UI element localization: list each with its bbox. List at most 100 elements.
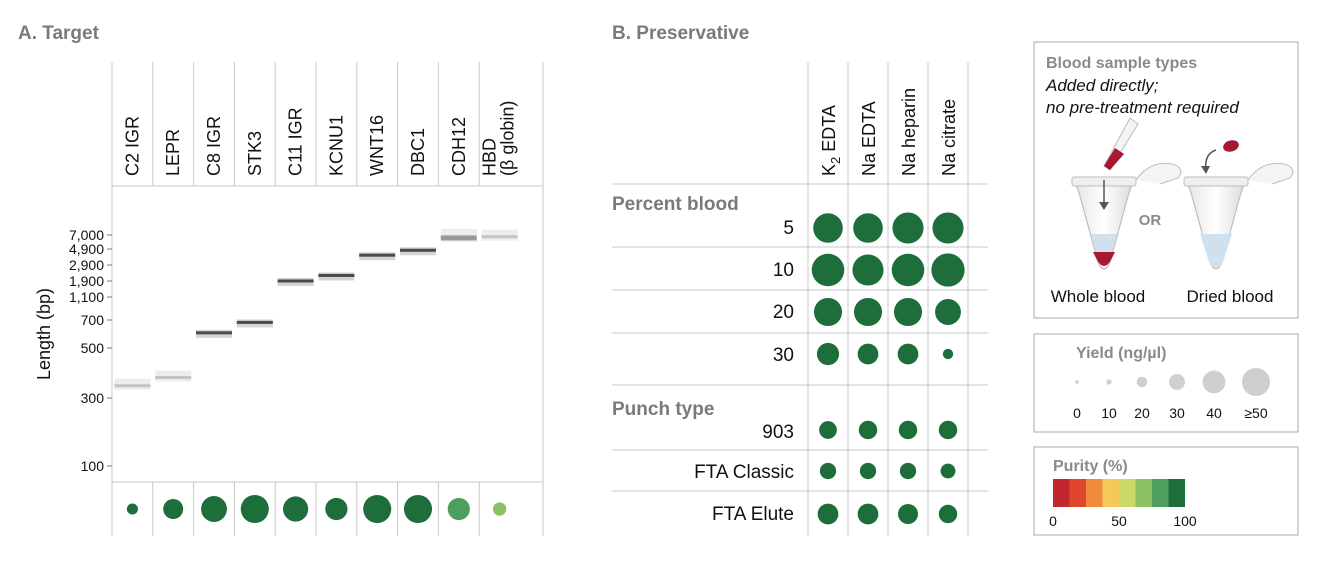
preservative-yield-dot — [938, 420, 958, 440]
row-label: 5 — [783, 218, 794, 239]
column-label: Na heparin — [899, 88, 919, 176]
yield-legend-dot — [1241, 367, 1271, 397]
target-yield-dot — [403, 494, 433, 524]
lane-label: CDH12 — [449, 117, 469, 176]
target-yield-dot — [126, 503, 138, 515]
preservative-yield-dot — [891, 253, 925, 287]
yield-legend: Yield (ng/µl) 0 10 20 30 40 ≥50 — [1033, 333, 1299, 433]
target-yield-dot — [447, 497, 470, 521]
gel-band — [400, 248, 436, 252]
y-tick-label: 300 — [81, 390, 105, 406]
panel-a-title: A. Target — [18, 23, 100, 44]
y-tick-label: 700 — [81, 312, 105, 328]
preservative-yield-dot — [898, 504, 918, 524]
percent-blood-row-labels: 5 10 20 30 — [773, 218, 794, 366]
gel-band — [277, 279, 314, 283]
preservative-yield-dot — [857, 343, 879, 365]
y-tick-label: 2,900 — [69, 257, 104, 273]
or-text: OR — [1139, 212, 1162, 229]
sample-box-subtitle-1: Added directly; — [1045, 76, 1159, 95]
column-label: Na EDTA — [859, 101, 879, 176]
lane-label: (β globin) — [498, 101, 518, 176]
y-tick-label: 1,100 — [69, 289, 104, 305]
row-label: 30 — [773, 345, 794, 366]
gel-band — [196, 331, 232, 335]
y-axis-label: Length (bp) — [34, 288, 54, 380]
target-yield-dot — [492, 502, 507, 516]
preservative-yield-dot — [897, 343, 919, 365]
column-label: K2 EDTA — [819, 105, 843, 176]
preservative-yield-dot — [893, 297, 923, 327]
purity-swatch — [1086, 479, 1103, 507]
preservative-yield-dot — [935, 299, 961, 325]
gel-band — [318, 273, 355, 277]
purity-swatch — [1152, 479, 1169, 507]
preservative-yield-dot — [813, 297, 843, 327]
lane-label: LEPR — [163, 129, 183, 176]
preservative-yield-dot — [819, 462, 837, 480]
preservative-yield-dots — [811, 212, 965, 525]
lane-label: KCNU1 — [326, 115, 346, 176]
target-yield-dot — [201, 496, 227, 522]
preservative-yield-dot — [858, 420, 878, 440]
preservative-yield-dot — [932, 212, 964, 244]
preservative-yield-dot — [811, 253, 845, 287]
lane-label: STK3 — [245, 131, 265, 176]
panel-b-title: B. Preservative — [612, 23, 749, 44]
preservative-yield-dot — [931, 253, 965, 287]
target-yield-dot — [363, 494, 392, 524]
lane-label: C11 IGR — [286, 107, 306, 176]
yield-legend-dot — [1169, 374, 1185, 390]
preservative-yield-dot — [859, 462, 877, 480]
preservative-yield-dot — [892, 212, 924, 244]
preservative-column-labels: K2 EDTA Na EDTA Na heparin Na citrate — [819, 88, 959, 176]
target-yield-dot — [283, 496, 309, 522]
preservative-yield-dot — [853, 297, 883, 327]
gel-band — [481, 235, 518, 239]
purity-swatch — [1069, 479, 1086, 507]
sample-box-title: Blood sample types — [1046, 55, 1197, 72]
target-yield-dot — [325, 497, 348, 521]
preservative-yield-dot — [816, 342, 840, 366]
lane-label: WNT16 — [367, 115, 387, 176]
punch-type-row-labels: 903 FTA Classic FTA Elute — [694, 422, 794, 525]
preservative-yield-dot — [813, 213, 843, 243]
dried-blood-label: Dried blood — [1187, 287, 1274, 306]
yield-legend-dot — [1136, 376, 1148, 388]
target-yield-dot — [163, 499, 184, 519]
lane-label: DBC1 — [408, 128, 428, 176]
lane-label: HBD — [480, 138, 500, 176]
panel-a-grid — [107, 62, 544, 536]
sample-types-box: Blood sample types Added directly; no pr… — [1033, 41, 1299, 319]
section-title-percent-blood: Percent blood — [612, 194, 739, 215]
panel-b-grid — [612, 62, 988, 536]
lane-labels: C2 IGR LEPR C8 IGR STK3 C11 IGR KCNU1 WNT16 DBC… — [122, 101, 517, 176]
purity-label-50: 50 — [1111, 513, 1127, 529]
purity-legend: Purity (%) 0 50 100 — [1033, 446, 1299, 536]
row-label: 20 — [773, 302, 794, 323]
purity-legend-title: Purity (%) — [1053, 458, 1128, 475]
yield-legend-dot — [1202, 370, 1226, 394]
preservative-yield-dot — [899, 462, 917, 480]
purity-swatch — [1119, 479, 1136, 507]
purity-swatch — [1168, 479, 1185, 507]
whole-blood-tube-icon — [1071, 117, 1182, 270]
preservative-yield-dot — [938, 504, 958, 524]
preservative-yield-dot — [942, 348, 954, 360]
target-yield-dots — [126, 494, 507, 524]
preservative-yield-dot — [857, 503, 879, 525]
gel-band — [440, 235, 477, 241]
y-tick-label: 500 — [81, 340, 105, 356]
row-label: 10 — [773, 260, 794, 281]
whole-blood-label: Whole blood — [1051, 287, 1146, 306]
purity-label-100: 100 — [1173, 513, 1197, 529]
row-label: FTA Classic — [694, 462, 794, 483]
yield-legend-label: 20 — [1134, 405, 1150, 421]
gel-band — [114, 384, 151, 388]
yield-legend-label: 0 — [1073, 405, 1081, 421]
purity-swatch — [1102, 479, 1119, 507]
purity-label-0: 0 — [1049, 513, 1057, 529]
preservative-yield-dot — [898, 420, 918, 440]
yield-legend-label: 10 — [1101, 405, 1117, 421]
